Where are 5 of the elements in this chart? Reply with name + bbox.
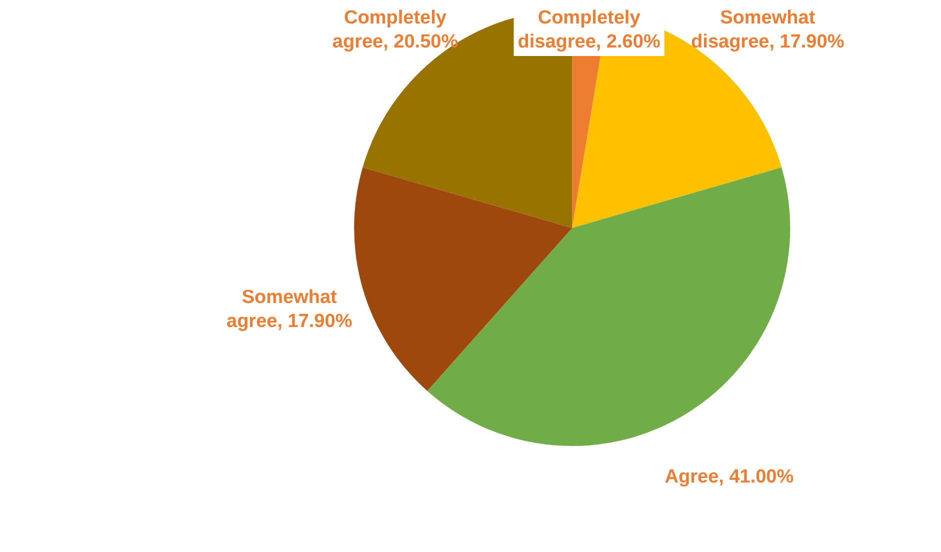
slice-label: Completely disagree, 2.60%: [518, 8, 660, 52]
slice-label: Completely agree, 20.50%: [332, 8, 458, 52]
slice-label: Somewhat disagree, 17.90%: [691, 8, 844, 52]
slice-label: Agree, 41.00%: [664, 466, 794, 488]
slice-label: Somewhat agree, 17.90%: [226, 287, 352, 332]
